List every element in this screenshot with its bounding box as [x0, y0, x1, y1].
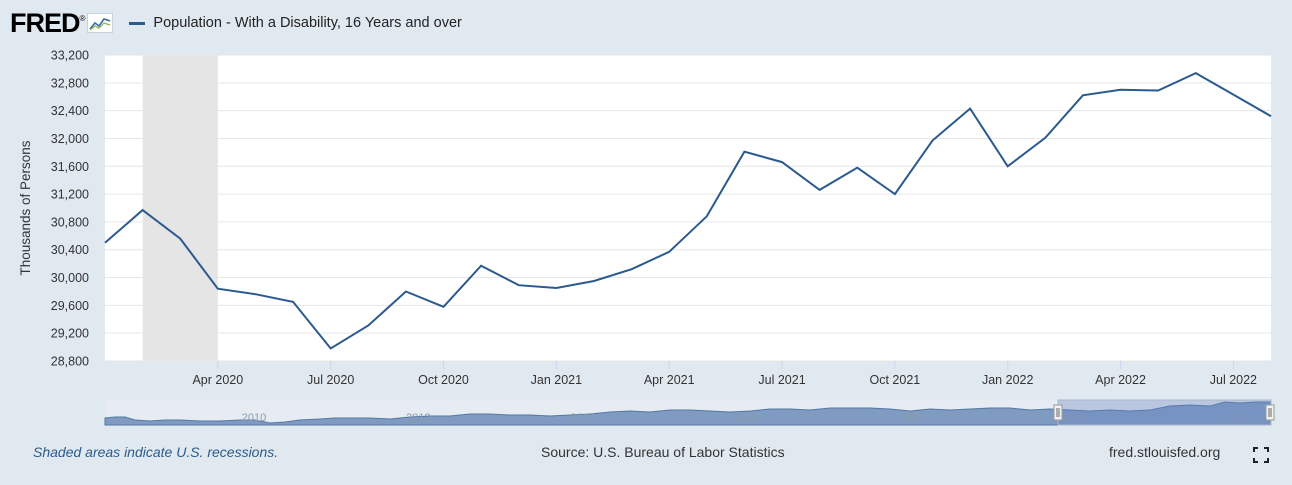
data-point[interactable] — [1156, 88, 1161, 93]
data-point[interactable] — [366, 323, 371, 328]
recession-band — [142, 55, 218, 361]
data-point[interactable] — [855, 165, 860, 170]
data-point[interactable] — [253, 292, 258, 297]
chart: 28,800 29,200 29,600 30,000 30,400 30,800 31,2… — [18, 49, 1275, 426]
navigator-year-label: 2012 — [406, 412, 430, 424]
data-point[interactable] — [1080, 93, 1085, 98]
navigator-year-label: 2016 — [735, 412, 759, 424]
data-point[interactable] — [103, 240, 108, 245]
data-point[interactable] — [1005, 164, 1010, 169]
navigator-year-label: 2010 — [242, 412, 266, 424]
series-line[interactable] — [104, 71, 1272, 350]
navigator[interactable]: 2010 2012 2014 2016 2018 2020 2022 — [104, 399, 1275, 426]
y-tick-label: 32,800 — [51, 76, 89, 90]
fullscreen-icon[interactable] — [1253, 447, 1269, 463]
data-point[interactable] — [441, 304, 446, 309]
data-point[interactable] — [1193, 71, 1198, 76]
data-point[interactable] — [554, 285, 559, 290]
x-tick-label: Jul 2021 — [758, 373, 805, 387]
data-point[interactable] — [780, 160, 785, 165]
navigator-selection[interactable] — [1057, 399, 1272, 426]
x-tick-label: Jan 2021 — [531, 373, 582, 387]
y-axis-label: Thousands of Persons — [18, 140, 33, 275]
data-point[interactable] — [629, 267, 634, 272]
navigator-left-handle[interactable] — [1053, 404, 1063, 421]
chart-legend[interactable]: Population - With a Disability, 16 Years… — [129, 15, 462, 31]
x-tick-label: Oct 2021 — [870, 373, 921, 387]
data-point[interactable] — [817, 187, 822, 192]
x-tick-label: Apr 2021 — [644, 373, 695, 387]
navigator-area — [104, 401, 1272, 426]
data-point[interactable] — [930, 138, 935, 143]
navigator-year-label: 2014 — [570, 412, 594, 424]
y-tick-label: 32,000 — [51, 132, 89, 146]
navigator-year-label: 2022 — [1228, 412, 1252, 424]
data-point[interactable] — [403, 289, 408, 294]
registered-mark: ® — [79, 13, 86, 23]
site-link[interactable]: fred.stlouisfed.org — [1109, 444, 1221, 460]
navigator-year-label: 2020 — [1063, 412, 1087, 424]
y-tick-label: 31,200 — [51, 188, 89, 202]
data-point[interactable] — [704, 214, 709, 219]
y-tick-label: 32,400 — [51, 104, 89, 118]
y-tick-label: 29,200 — [51, 327, 89, 341]
chart-header: FRED ® Population - With a Disability, 1… — [10, 8, 462, 38]
navigator-year-label: 2018 — [899, 412, 923, 424]
y-tick-label: 28,800 — [51, 355, 89, 369]
data-point[interactable] — [140, 208, 145, 213]
recession-note: Shaded areas indicate U.S. recessions. — [33, 444, 279, 460]
source-note: Source: U.S. Bureau of Labor Statistics — [541, 444, 785, 460]
data-point[interactable] — [479, 263, 484, 268]
x-tick-label: Jul 2020 — [307, 373, 354, 387]
logo-text: FRED — [10, 8, 80, 38]
y-tick-label: 30,800 — [51, 215, 89, 229]
y-tick-label: 30,400 — [51, 243, 89, 257]
data-point[interactable] — [291, 299, 296, 304]
x-tick-label: Jul 2022 — [1210, 373, 1257, 387]
data-point[interactable] — [516, 283, 521, 288]
data-point[interactable] — [178, 236, 183, 241]
legend-label: Population - With a Disability, 16 Years… — [153, 15, 462, 31]
data-point[interactable] — [892, 192, 897, 197]
data-point[interactable] — [215, 286, 220, 291]
data-point[interactable] — [1118, 87, 1123, 92]
plot-background — [105, 55, 1271, 361]
y-tick-label: 29,600 — [51, 299, 89, 313]
data-point[interactable] — [1043, 135, 1048, 140]
x-tick-label: Oct 2020 — [418, 373, 469, 387]
y-tick-label: 30,000 — [51, 271, 89, 285]
x-tick-label: Apr 2022 — [1095, 373, 1146, 387]
y-tick-label: 33,200 — [51, 49, 89, 63]
navigator-right-handle[interactable] — [1265, 404, 1275, 421]
legend-swatch — [129, 21, 146, 25]
line-graph-icon — [87, 13, 114, 33]
y-tick-label: 31,600 — [51, 160, 89, 174]
data-point[interactable] — [328, 346, 333, 351]
data-point[interactable] — [667, 249, 672, 254]
fred-logo[interactable]: FRED ® — [10, 8, 114, 38]
x-tick-label: Jan 2022 — [982, 373, 1033, 387]
data-point[interactable] — [968, 106, 973, 111]
data-point[interactable] — [591, 279, 596, 284]
data-point[interactable] — [1269, 114, 1274, 119]
data-point[interactable] — [1231, 92, 1236, 97]
data-point[interactable] — [742, 149, 747, 154]
x-tick-label: Apr 2020 — [192, 373, 243, 387]
